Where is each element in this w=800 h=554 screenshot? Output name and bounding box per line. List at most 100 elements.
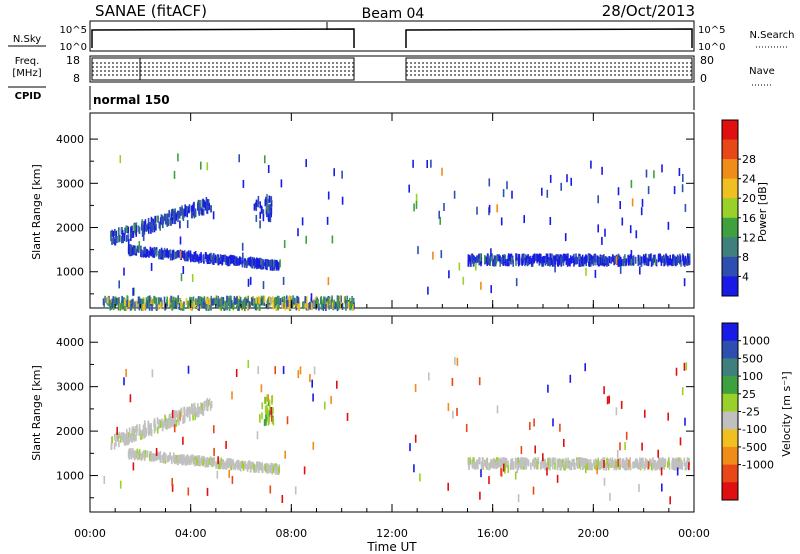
echo-cell [178, 454, 180, 462]
echo-cell [156, 417, 159, 425]
echo-cell [524, 258, 527, 265]
echo-cell [165, 217, 167, 225]
echo-cell [119, 155, 122, 164]
echo-cell [626, 458, 629, 466]
echo-cell [206, 487, 209, 496]
echo-cell [272, 260, 275, 268]
echo-cell [261, 465, 264, 473]
echo-cell [632, 461, 634, 469]
echo-cell [180, 456, 182, 464]
echo-cell [203, 401, 206, 409]
echo-cell [155, 249, 158, 257]
echo-cell [138, 303, 141, 311]
echo-cell [656, 462, 659, 470]
echo-cell [304, 296, 306, 304]
echo-cell [537, 457, 540, 465]
echo-cell [164, 421, 167, 429]
echo-cell [645, 460, 647, 468]
echo-cell [566, 461, 568, 469]
echo-cell [563, 438, 565, 447]
echo-cell [328, 302, 330, 310]
echo-cell [669, 496, 671, 505]
echo-cell [119, 303, 122, 311]
echo-cell [209, 253, 211, 261]
echo-cell [202, 458, 204, 466]
echo-cell [497, 460, 500, 468]
echo-cell [539, 255, 542, 263]
echo-cell [495, 255, 498, 263]
echo-cell [186, 210, 188, 218]
echo-cell [583, 458, 585, 466]
echo-cell [200, 407, 203, 414]
echo-cell [630, 258, 633, 266]
echo-cell [162, 221, 164, 229]
echo-cell [190, 407, 192, 415]
echo-cell [502, 463, 505, 472]
echo-cell [175, 251, 178, 259]
echo-cell [521, 258, 523, 266]
echo-cell [331, 295, 333, 303]
echo-cell [569, 259, 571, 267]
echo-cell [228, 304, 231, 311]
echo-cell [503, 255, 506, 263]
echo-cell [249, 461, 252, 469]
echo-cell [447, 403, 450, 412]
echo-cell [650, 459, 652, 467]
echo-cell [330, 395, 332, 404]
echo-cell [190, 297, 193, 305]
echo-cell [572, 256, 574, 264]
echo-cell [214, 256, 217, 264]
echo-cell [132, 462, 135, 471]
echo-cell [130, 303, 132, 311]
echo-cell [667, 255, 669, 263]
echo-cell [579, 459, 582, 467]
colorbar-swatch [722, 446, 738, 465]
y-tick-label: 3000 [56, 381, 84, 394]
echo-cell [675, 367, 678, 376]
echo-cell [122, 435, 124, 443]
echo-cell [639, 255, 641, 263]
echo-cell [266, 260, 268, 268]
echo-cell [617, 259, 620, 267]
echo-cell [164, 249, 167, 257]
nsky-strip [89, 20, 695, 52]
echo-cell [230, 463, 233, 471]
echo-cell [605, 257, 608, 265]
echo-cell [428, 372, 430, 381]
echo-cell [122, 432, 125, 440]
echo-cell [169, 413, 171, 421]
echo-cell [610, 256, 612, 264]
echo-cell [241, 461, 244, 469]
echo-cell [182, 416, 184, 424]
echo-cell [667, 221, 670, 230]
echo-cell [639, 462, 641, 469]
echo-cell [163, 452, 165, 460]
echo-cell [294, 486, 297, 495]
echo-cell [162, 216, 165, 224]
echo-cell [478, 258, 480, 266]
echo-cell [142, 232, 145, 241]
colorbar-tick-label: 28 [742, 153, 756, 166]
echo-cell [169, 253, 172, 261]
echo-cell [409, 443, 411, 452]
echo-cell [162, 456, 165, 464]
echo-cell [267, 259, 270, 267]
echo-cell [451, 377, 454, 386]
echo-cell [206, 162, 209, 171]
echo-cell [151, 247, 154, 255]
echo-cell [542, 259, 544, 267]
echo-cell [216, 470, 219, 479]
echo-cell [351, 299, 353, 306]
echo-cell [619, 457, 621, 465]
echo-cell [238, 295, 241, 303]
echo-cell [527, 459, 530, 467]
colorbar-swatch [722, 120, 738, 140]
echo-cell [601, 236, 603, 245]
echo-cell [512, 259, 514, 267]
echo-cell [624, 254, 626, 262]
echo-cell [277, 303, 279, 311]
echo-cell [462, 276, 465, 285]
echo-cell [541, 187, 543, 196]
echo-cell [305, 159, 307, 168]
echo-cell [585, 460, 587, 468]
